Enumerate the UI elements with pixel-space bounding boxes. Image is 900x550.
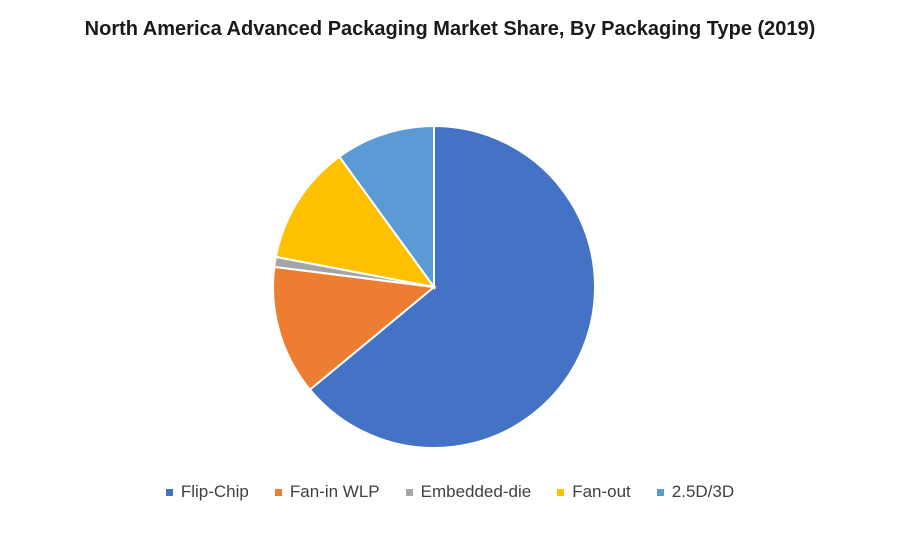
pie-slice-flip-chip <box>308 124 596 449</box>
legend-swatch <box>656 488 664 496</box>
legend-swatch <box>405 488 413 496</box>
legend-swatch <box>274 488 282 496</box>
legend-label: 2.5D/3D <box>671 482 735 501</box>
pie-slice-fan-out <box>274 155 437 289</box>
legend-swatch <box>165 488 173 496</box>
legend-label: Fan-in WLP <box>289 482 380 501</box>
legend-label: Embedded-die <box>420 482 532 501</box>
legend: Flip-Chip Fan-in WLP Embedded-die Fan-out 2.… <box>0 482 900 502</box>
legend-item: Fan-in WLP <box>274 482 380 502</box>
legend-item: Embedded-die <box>405 482 532 502</box>
legend-label: Flip-Chip <box>180 482 249 501</box>
pie-slice-fan-in-wlp <box>272 265 437 392</box>
legend-item: Fan-out <box>557 482 631 502</box>
legend-item: 2.5D/3D <box>656 482 735 502</box>
legend-label: Fan-out <box>572 482 631 501</box>
chart-title: North America Advanced Packaging Market … <box>84 18 816 40</box>
legend-swatch <box>557 488 565 496</box>
pie-slice-2-5d-3d <box>337 124 435 291</box>
legend-item: Flip-Chip <box>165 482 249 502</box>
